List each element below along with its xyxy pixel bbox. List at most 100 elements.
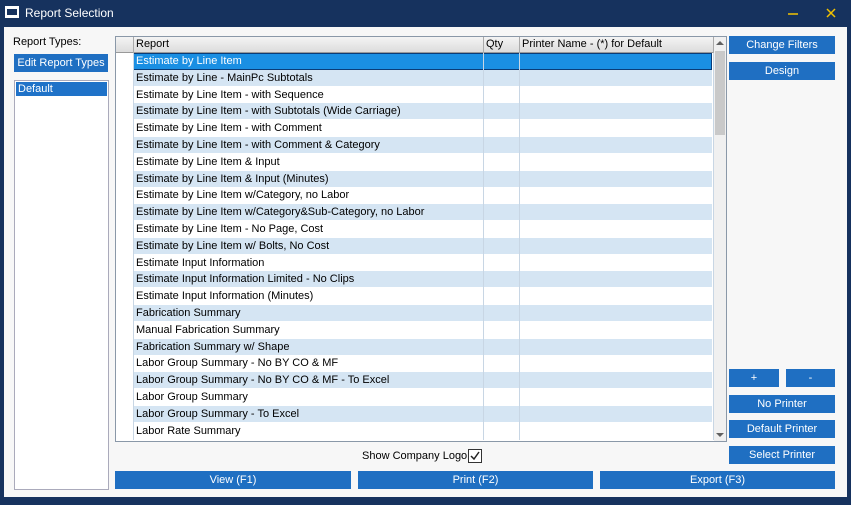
printer-cell xyxy=(520,288,714,305)
qty-cell xyxy=(484,339,520,356)
add-button[interactable]: + xyxy=(729,369,779,387)
report-row[interactable]: Estimate by Line Item - with Comment & C… xyxy=(116,137,712,154)
report-type-item[interactable]: Default xyxy=(16,82,107,96)
bottom-button[interactable]: View (F1) xyxy=(115,471,351,489)
column-header[interactable]: Qty xyxy=(484,37,520,53)
report-row[interactable]: Estimate by Line - MainPc Subtotals xyxy=(116,70,712,87)
report-row[interactable]: Estimate by Line Item - with Comment xyxy=(116,120,712,137)
grid-header: ReportQtyPrinter Name - (*) for Default xyxy=(116,37,714,53)
close-button[interactable] xyxy=(824,6,838,20)
report-row[interactable]: Estimate by Line Item - with Subtotals (… xyxy=(116,103,712,120)
printer-cell xyxy=(520,255,714,272)
qty-cell xyxy=(484,120,520,137)
report-name: Estimate Input Information (Minutes) xyxy=(134,288,484,305)
report-name: Estimate by Line Item - with Comment & C… xyxy=(134,137,484,154)
report-row[interactable]: Estimate by Line Item - with Sequence xyxy=(116,87,712,104)
qty-cell xyxy=(484,70,520,87)
bottom-button[interactable]: Print (F2) xyxy=(358,471,593,489)
report-row[interactable]: Fabrication Summary w/ Shape xyxy=(116,339,712,356)
report-row[interactable]: Estimate by Line Item & Input (Minutes) xyxy=(116,171,712,188)
report-row[interactable]: Estimate Input Information (Minutes) xyxy=(116,288,712,305)
row-indicator xyxy=(116,288,134,305)
row-indicator xyxy=(116,355,134,372)
printer-cell xyxy=(520,120,714,137)
row-indicator xyxy=(116,137,134,154)
default-printer-button[interactable]: Default Printer xyxy=(729,420,835,438)
report-row[interactable]: Labor Rate Summary xyxy=(116,423,712,440)
window-title: Report Selection xyxy=(25,6,114,20)
column-header[interactable]: Report xyxy=(134,37,484,53)
qty-cell xyxy=(484,372,520,389)
report-row[interactable]: Manual Fabrication Summary xyxy=(116,322,712,339)
no-printer-button[interactable]: No Printer xyxy=(729,395,835,413)
show-logo-label: Show Company Logo: xyxy=(362,450,470,462)
report-types-label: Report Types: xyxy=(13,36,81,48)
qty-cell xyxy=(484,221,520,238)
printer-cell xyxy=(520,339,714,356)
report-row[interactable]: Estimate by Line Item w/Category&Sub-Cat… xyxy=(116,204,712,221)
report-row[interactable]: Labor Group Summary xyxy=(116,389,712,406)
qty-cell xyxy=(484,103,520,120)
report-name: Estimate by Line Item - with Comment xyxy=(134,120,484,137)
report-name: Labor Group Summary xyxy=(134,389,484,406)
qty-cell xyxy=(484,53,520,70)
report-row[interactable]: Labor Group Summary - No BY CO & MF - To… xyxy=(116,372,712,389)
report-row[interactable]: Fabrication Summary xyxy=(116,305,712,322)
row-indicator xyxy=(116,271,134,288)
report-name: Estimate by Line Item - with Subtotals (… xyxy=(134,103,484,120)
printer-cell xyxy=(520,221,714,238)
report-name: Estimate Input Information Limited - No … xyxy=(134,271,484,288)
scroll-thumb[interactable] xyxy=(715,51,725,135)
select-printer-button[interactable]: Select Printer xyxy=(729,446,835,464)
printer-cell xyxy=(520,187,714,204)
report-name: Labor Group Summary - No BY CO & MF xyxy=(134,355,484,372)
scrollbar[interactable] xyxy=(714,37,726,441)
report-row[interactable]: Estimate by Line Item & Input xyxy=(116,154,712,171)
report-name: Estimate by Line Item & Input xyxy=(134,154,484,171)
row-indicator xyxy=(116,120,134,137)
remove-button[interactable]: - xyxy=(786,369,835,387)
report-name: Labor Rate Summary xyxy=(134,423,484,440)
qty-cell xyxy=(484,288,520,305)
report-name: Estimate by Line Item w/Category, no Lab… xyxy=(134,187,484,204)
qty-cell xyxy=(484,137,520,154)
report-row[interactable]: Estimate by Line Item w/Category, no Lab… xyxy=(116,187,712,204)
report-row[interactable]: Labor Group Summary - No BY CO & MF xyxy=(116,355,712,372)
report-name: Labor Group Summary - No BY CO & MF - To… xyxy=(134,372,484,389)
qty-cell xyxy=(484,154,520,171)
report-name: Estimate by Line Item xyxy=(134,53,484,70)
printer-cell xyxy=(520,137,714,154)
printer-cell xyxy=(520,70,714,87)
grid-rows: Estimate by Line ItemEstimate by Line - … xyxy=(116,53,714,442)
report-row[interactable]: Estimate Input Information xyxy=(116,255,712,272)
printer-cell xyxy=(520,154,714,171)
row-indicator xyxy=(116,70,134,87)
qty-cell xyxy=(484,406,520,423)
scroll-down[interactable] xyxy=(716,432,724,438)
show-logo-checkbox[interactable] xyxy=(468,449,482,463)
qty-cell xyxy=(484,355,520,372)
printer-cell xyxy=(520,389,714,406)
qty-cell xyxy=(484,389,520,406)
report-row[interactable]: Estimate Input Information Limited - No … xyxy=(116,271,712,288)
design-button[interactable]: Design xyxy=(729,62,835,80)
row-indicator xyxy=(116,238,134,255)
minimize-button[interactable] xyxy=(786,6,800,20)
report-grid: ReportQtyPrinter Name - (*) for Default … xyxy=(115,36,727,442)
column-header[interactable]: Printer Name - (*) for Default xyxy=(520,37,714,53)
printer-cell xyxy=(520,238,714,255)
bottom-button[interactable]: Export (F3) xyxy=(600,471,835,489)
scroll-up[interactable] xyxy=(716,40,724,46)
edit-report-types-button[interactable]: Edit Report Types xyxy=(14,54,108,72)
report-row[interactable]: Estimate by Line Item w/ Bolts, No Cost xyxy=(116,238,712,255)
printer-cell xyxy=(520,305,714,322)
change-filters-button[interactable]: Change Filters xyxy=(729,36,835,54)
report-row[interactable]: Estimate by Line Item - No Page, Cost xyxy=(116,221,712,238)
report-row[interactable]: Labor Group Summary - To Excel xyxy=(116,406,712,423)
report-row[interactable]: Estimate by Line Item xyxy=(116,53,712,70)
report-name: Estimate by Line Item - with Sequence xyxy=(134,87,484,104)
row-indicator xyxy=(116,87,134,104)
report-name: Estimate by Line Item - No Page, Cost xyxy=(134,221,484,238)
qty-cell xyxy=(484,305,520,322)
qty-cell xyxy=(484,255,520,272)
